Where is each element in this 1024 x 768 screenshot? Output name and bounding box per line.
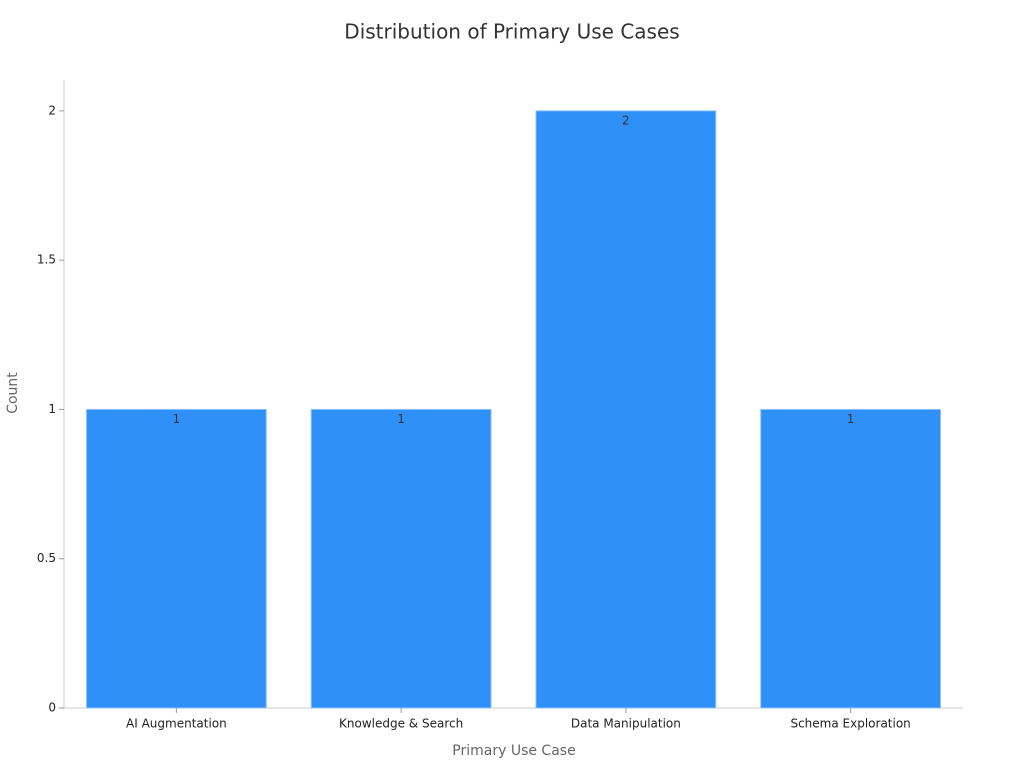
y-tick-label: 1.5 — [37, 253, 56, 267]
x-tick-label: Knowledge & Search — [339, 717, 463, 731]
y-tick-label: 0 — [48, 701, 56, 715]
y-tick-label: 0.5 — [37, 551, 56, 565]
y-tick-label: 2 — [48, 103, 56, 117]
chart-title: Distribution of Primary Use Cases — [344, 20, 679, 44]
bar — [85, 408, 267, 709]
data-label: 2 — [622, 113, 630, 127]
data-label: 1 — [397, 412, 405, 426]
data-label: 1 — [847, 412, 855, 426]
x-tick-label: AI Augmentation — [126, 717, 227, 731]
x-axis-title: Primary Use Case — [452, 743, 575, 759]
bar — [535, 110, 717, 709]
data-label: 1 — [173, 412, 181, 426]
bar — [760, 408, 942, 709]
x-tick-label: Data Manipulation — [571, 717, 681, 731]
y-axis-title: Count — [5, 372, 21, 414]
y-tick-label: 1 — [48, 402, 56, 416]
bar — [310, 408, 492, 709]
x-tick-label: Schema Exploration — [790, 717, 910, 731]
